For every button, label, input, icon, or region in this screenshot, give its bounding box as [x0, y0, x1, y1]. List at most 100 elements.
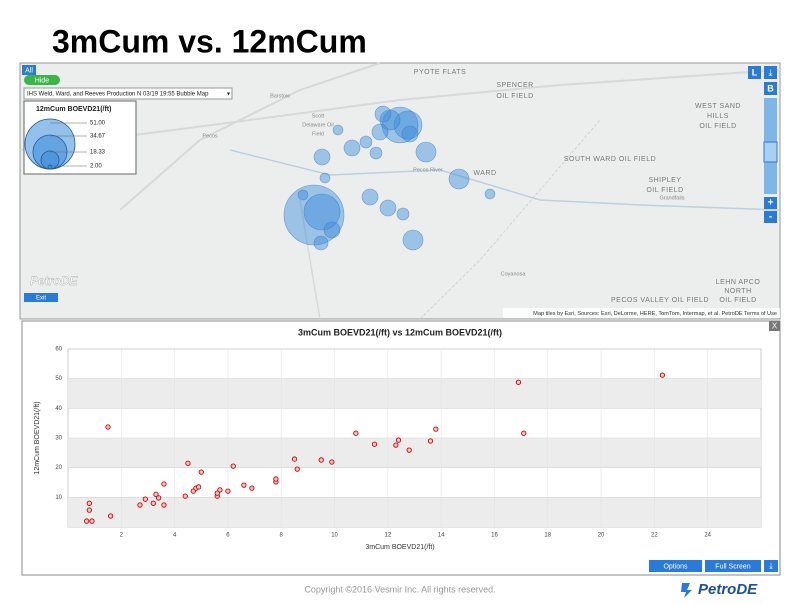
zoom-out[interactable]	[764, 211, 777, 223]
attribution-bg	[503, 308, 780, 318]
map-background	[19, 62, 781, 320]
x-tick-label: 12	[385, 533, 392, 539]
point	[86, 507, 92, 513]
all-button-label: All	[25, 67, 33, 74]
point	[291, 456, 298, 462]
legend-bubbles	[24, 118, 76, 170]
point	[241, 482, 247, 488]
map-label: PYOTE FLATS	[414, 69, 466, 76]
point	[225, 488, 231, 494]
export-button[interactable]	[764, 560, 778, 572]
zoom-out-label: -	[769, 212, 772, 223]
point	[185, 460, 191, 466]
map-bubble	[374, 105, 392, 123]
map-bubble	[361, 188, 379, 206]
map-bubble	[415, 141, 437, 163]
map-label: OIL FIELD	[699, 123, 736, 130]
point	[393, 442, 399, 448]
layer-select[interactable]	[23, 87, 233, 100]
point	[427, 438, 434, 444]
map-attribution: Map tiles by Esri, Sources: Esri, DeLorm…	[533, 311, 777, 317]
x-tick-label: 22	[651, 533, 658, 539]
x-tick-label: 8	[280, 533, 284, 539]
map-label: OIL FIELD	[646, 187, 683, 194]
hide-button[interactable]	[24, 75, 60, 85]
layer-button[interactable]	[748, 66, 761, 79]
point	[329, 459, 335, 465]
map-label: Grandfalls	[659, 195, 684, 201]
point	[249, 485, 255, 491]
close-label: X	[772, 322, 778, 331]
map-label: PECOS VALLEY OIL FIELD	[611, 297, 709, 304]
zoom-in[interactable]	[764, 197, 777, 209]
grid-band	[68, 438, 761, 468]
map-bubble	[359, 135, 373, 149]
fullscreen-label: Full Screen	[715, 563, 751, 570]
options-button[interactable]	[649, 560, 702, 572]
point	[155, 495, 162, 501]
y-tick-label: 30	[55, 436, 62, 442]
fullscreen-button[interactable]	[705, 560, 761, 572]
legend-title: 12mCum BOEVD21(/ft)	[36, 106, 111, 113]
road	[119, 62, 381, 211]
all-button[interactable]	[22, 65, 36, 75]
download-button[interactable]	[764, 66, 777, 79]
point	[521, 430, 527, 436]
exit-button-label: Exit	[36, 296, 46, 302]
rail	[419, 119, 601, 320]
map-label: SPENCER	[496, 82, 533, 89]
map-label: Coyanosa	[501, 271, 527, 277]
map: PYOTE FLATS SPENCER OIL FIELD WEST SAND HILL…	[19, 62, 781, 320]
close-button[interactable]	[769, 321, 780, 331]
legend-label: 2.00	[90, 164, 102, 170]
map-bubble	[402, 229, 424, 251]
point	[659, 372, 666, 378]
map-bubble	[319, 172, 331, 184]
point	[137, 502, 143, 508]
x-tick-label: 10	[331, 533, 338, 539]
point	[142, 496, 148, 502]
point	[515, 379, 522, 385]
map-label: WEST SAND	[695, 103, 741, 110]
map-bubble	[313, 148, 331, 166]
point	[89, 518, 95, 524]
point	[198, 469, 204, 475]
map-bubble	[303, 193, 341, 231]
legend-bubble	[47, 164, 53, 170]
zoom-handle[interactable]	[763, 141, 778, 163]
map-label: OIL FIELD	[496, 93, 533, 100]
x-tick-label: 16	[491, 533, 498, 539]
point	[433, 426, 439, 432]
map-label: Pecos	[202, 133, 218, 139]
map-bubble	[484, 188, 496, 200]
point	[161, 502, 167, 508]
basemap-button[interactable]	[764, 82, 777, 95]
point	[318, 457, 324, 463]
river	[229, 149, 781, 211]
map-label: Barstow	[270, 93, 290, 99]
x-tick-label: 14	[438, 533, 445, 539]
map-label: NORTH	[724, 288, 751, 295]
map-bubble	[401, 125, 419, 143]
layer-button-label: L	[752, 67, 758, 77]
map-labels: PYOTE FLATS SPENCER OIL FIELD WEST SAND HILL…	[202, 69, 759, 304]
options-label: Options	[663, 563, 688, 570]
exit-button[interactable]	[24, 293, 58, 302]
map-label: Scott	[312, 113, 325, 119]
layer-select-label: IHS Weld, Ward, and Reeves Production N …	[27, 92, 209, 98]
map-bubble	[313, 235, 329, 251]
legend-label: 18.33	[90, 150, 106, 156]
point	[406, 447, 412, 453]
y-axis-label: 12mCum BOEVD21(/ft)	[34, 401, 41, 474]
x-tick-label: 4	[173, 533, 177, 539]
point	[230, 463, 236, 469]
point	[105, 424, 111, 430]
grid-band	[68, 497, 761, 527]
y-tick-label: 10	[55, 495, 62, 501]
chart-title: 3mCum BOEVD21(/ft) vs 12mCum BOEVD21(/ft…	[298, 327, 502, 337]
footer-logo: PetroDE	[698, 581, 758, 598]
map-label: Delaware Oil	[302, 122, 333, 128]
map-label: Field	[312, 131, 324, 137]
